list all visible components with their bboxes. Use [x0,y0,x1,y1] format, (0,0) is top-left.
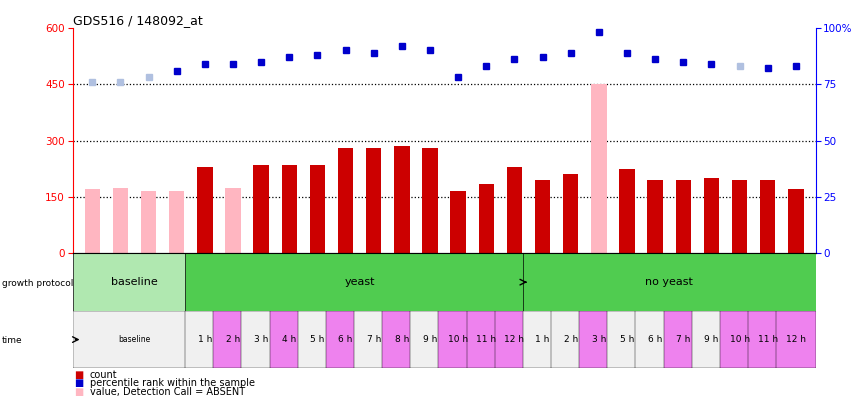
Bar [169,191,184,253]
Text: 1 h: 1 h [197,335,212,344]
Text: ■: ■ [74,378,84,388]
Bar [84,189,100,253]
Text: 5 h: 5 h [619,335,634,344]
Text: 9 h: 9 h [422,335,437,344]
Bar [409,311,450,368]
Bar [298,311,337,368]
Bar [562,174,577,253]
Text: ■: ■ [74,369,84,380]
Bar [185,311,224,368]
Text: baseline: baseline [111,277,158,287]
Text: 11 h: 11 h [476,335,496,344]
Bar [719,311,758,368]
Bar [241,311,281,368]
Bar [647,180,662,253]
Text: 8 h: 8 h [394,335,409,344]
Text: count: count [90,369,117,380]
Bar [73,253,196,311]
Bar [354,311,393,368]
Text: 7 h: 7 h [676,335,690,344]
Bar [550,311,589,368]
Bar [421,148,438,253]
Bar [606,311,646,368]
Bar [759,180,775,253]
Bar [703,178,718,253]
Text: 5 h: 5 h [310,335,324,344]
Bar [338,148,353,253]
Bar [618,169,634,253]
Text: 12 h: 12 h [785,335,805,344]
Bar [522,311,561,368]
Text: 1 h: 1 h [535,335,549,344]
Bar [113,188,128,253]
Bar [281,165,297,253]
Bar [731,180,746,253]
Bar [506,167,521,253]
Bar [578,311,618,368]
Text: time: time [2,336,22,345]
Text: value, Detection Call = ABSENT: value, Detection Call = ABSENT [90,387,245,396]
Text: 6 h: 6 h [647,335,662,344]
Bar [382,311,421,368]
Bar [270,311,309,368]
Bar [394,146,409,253]
Bar [747,311,786,368]
Bar [310,165,325,253]
Text: percentile rank within the sample: percentile rank within the sample [90,378,254,388]
Bar [590,84,606,253]
Text: 10 h: 10 h [728,335,749,344]
Bar [494,311,533,368]
Bar [466,311,505,368]
Bar [213,311,252,368]
Bar [522,253,815,311]
Text: 12 h: 12 h [504,335,524,344]
Bar [326,311,365,368]
Bar [225,188,241,253]
Text: ■: ■ [74,387,84,396]
Text: 7 h: 7 h [366,335,380,344]
Bar [185,253,533,311]
Bar [663,311,702,368]
Bar [478,184,493,253]
Text: 6 h: 6 h [338,335,352,344]
Bar [635,311,674,368]
Bar [438,311,478,368]
Bar [787,189,803,253]
Text: yeast: yeast [344,277,374,287]
Text: 11 h: 11 h [757,335,777,344]
Text: growth protocol: growth protocol [2,279,73,287]
Text: no yeast: no yeast [645,277,693,287]
Bar [366,148,381,253]
Text: 4 h: 4 h [281,335,296,344]
Text: 2 h: 2 h [225,335,240,344]
Text: 9 h: 9 h [704,335,717,344]
Bar [73,311,196,368]
Bar [775,311,815,368]
Bar [691,311,730,368]
Text: 2 h: 2 h [563,335,577,344]
Bar [197,167,212,253]
Text: 10 h: 10 h [448,335,467,344]
Text: 3 h: 3 h [591,335,606,344]
Bar [534,180,549,253]
Bar [450,191,466,253]
Text: baseline: baseline [119,335,150,344]
Text: GDS516 / 148092_at: GDS516 / 148092_at [73,13,202,27]
Bar [141,191,156,253]
Text: 3 h: 3 h [253,335,268,344]
Bar [253,165,269,253]
Bar [675,180,690,253]
